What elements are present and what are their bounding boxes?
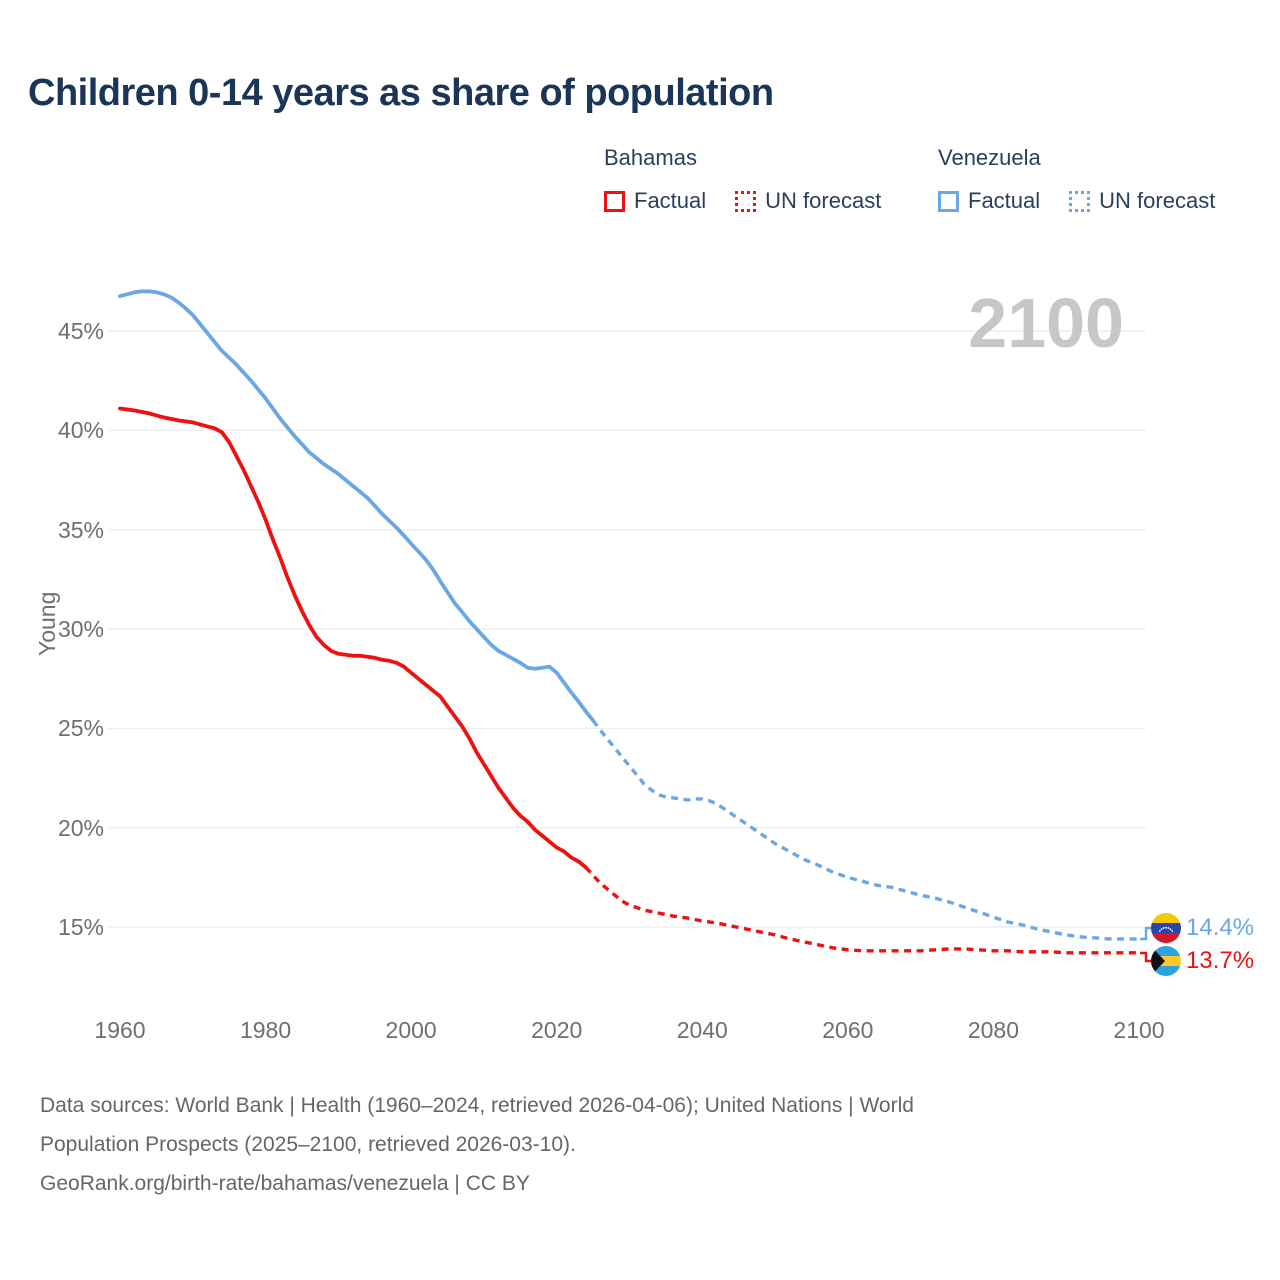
x-tick-label: 2040 — [676, 1017, 728, 1043]
page-title: Children 0-14 years as share of populati… — [28, 72, 774, 114]
y-tick-label: 25% — [57, 715, 104, 742]
x-tick-label: 1980 — [239, 1017, 292, 1043]
y-tick-label: 20% — [57, 814, 104, 841]
y-tick-label: 30% — [57, 616, 104, 642]
legend-item-venezuela-factual: Factual — [968, 188, 1041, 213]
bahamas-factual-line — [118, 406, 588, 870]
legend-group-venezuela: Venezuela Factual UN forecast — [938, 144, 1215, 214]
x-tick-label: 2000 — [385, 1017, 437, 1043]
y-tick-label: 15% — [57, 914, 104, 940]
legend-header-bahamas: Bahamas — [604, 145, 697, 170]
venezuela-end-label: 14.4% — [1186, 914, 1255, 941]
bahamas-factual-swatch-icon — [604, 190, 625, 212]
venezuela-factual-line — [118, 289, 595, 723]
footer-attribution-line: GeoRank.org/birth-rate/bahamas/venezuela… — [40, 1172, 530, 1195]
gridlines — [108, 330, 1146, 928]
x-tick-label: 2100 — [1113, 1017, 1165, 1043]
x-tick-label: 1960 — [94, 1017, 146, 1043]
bahamas-forecast-swatch-icon — [735, 190, 757, 212]
x-tick-label: 2080 — [967, 1017, 1019, 1043]
y-tick-label: 45% — [57, 318, 104, 344]
bahamas-flag-icon — [1151, 946, 1181, 976]
legend-item-bahamas-factual: Factual — [634, 188, 707, 213]
footer-source-line2: Population Prospects (2025–2100, retriev… — [40, 1133, 576, 1156]
watermark-year: 2100 — [968, 284, 1124, 362]
y-tick-label: 35% — [57, 516, 104, 543]
y-axis-title: Young — [34, 591, 60, 656]
legend-group-bahamas: Bahamas Factual UN forecast — [604, 144, 881, 214]
venezuela-label-connector — [1140, 926, 1151, 941]
footer-source-line1: Data sources: World Bank | Health (1960–… — [40, 1094, 914, 1117]
venezuela-forecast-line — [591, 719, 1139, 941]
legend-item-bahamas-forecast: UN forecast — [765, 188, 882, 213]
x-tick-label: 2020 — [531, 1017, 583, 1043]
venezuela-flag-icon — [1151, 913, 1181, 943]
x-tick-label: 2060 — [822, 1017, 874, 1043]
venezuela-factual-swatch-icon — [938, 190, 959, 212]
legend-item-venezuela-forecast: UN forecast — [1099, 188, 1216, 213]
venezuela-forecast-swatch-icon — [1069, 190, 1091, 212]
venezuela-flag-stars — [1158, 926, 1174, 932]
y-tick-label: 40% — [57, 417, 104, 444]
bahamas-label-connector — [1140, 951, 1151, 963]
legend-row-bahamas: Factual UN forecast — [604, 188, 881, 214]
bahamas-end-label: 13.7% — [1186, 947, 1255, 974]
legend-row-venezuela: Factual UN forecast — [938, 188, 1215, 214]
legend-header-venezuela: Venezuela — [938, 145, 1041, 170]
